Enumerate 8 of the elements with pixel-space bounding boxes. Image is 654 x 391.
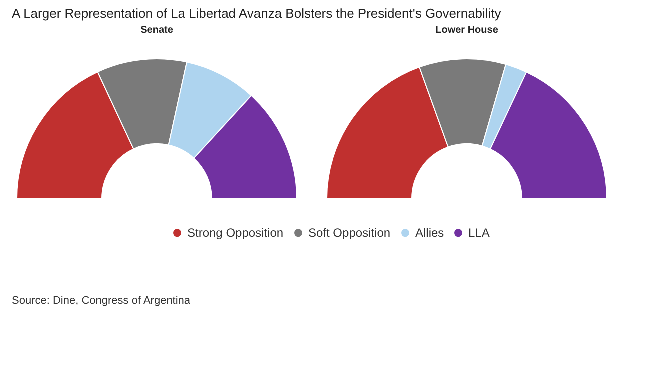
slice-label: Senate [140,25,174,36]
chart-title: A Larger Representation of La Libertad Avanza Bolsters the President's Governability [12,6,502,21]
source-note: Source: Dine, Congress of Argentina [12,295,192,307]
legend-label: Allies [416,226,444,240]
legend-label: LLA [468,226,490,240]
legend-label: Soft Opposition [308,226,391,240]
slice-label: Lower House [436,25,499,36]
legend-label: Strong Opposition [188,226,284,240]
